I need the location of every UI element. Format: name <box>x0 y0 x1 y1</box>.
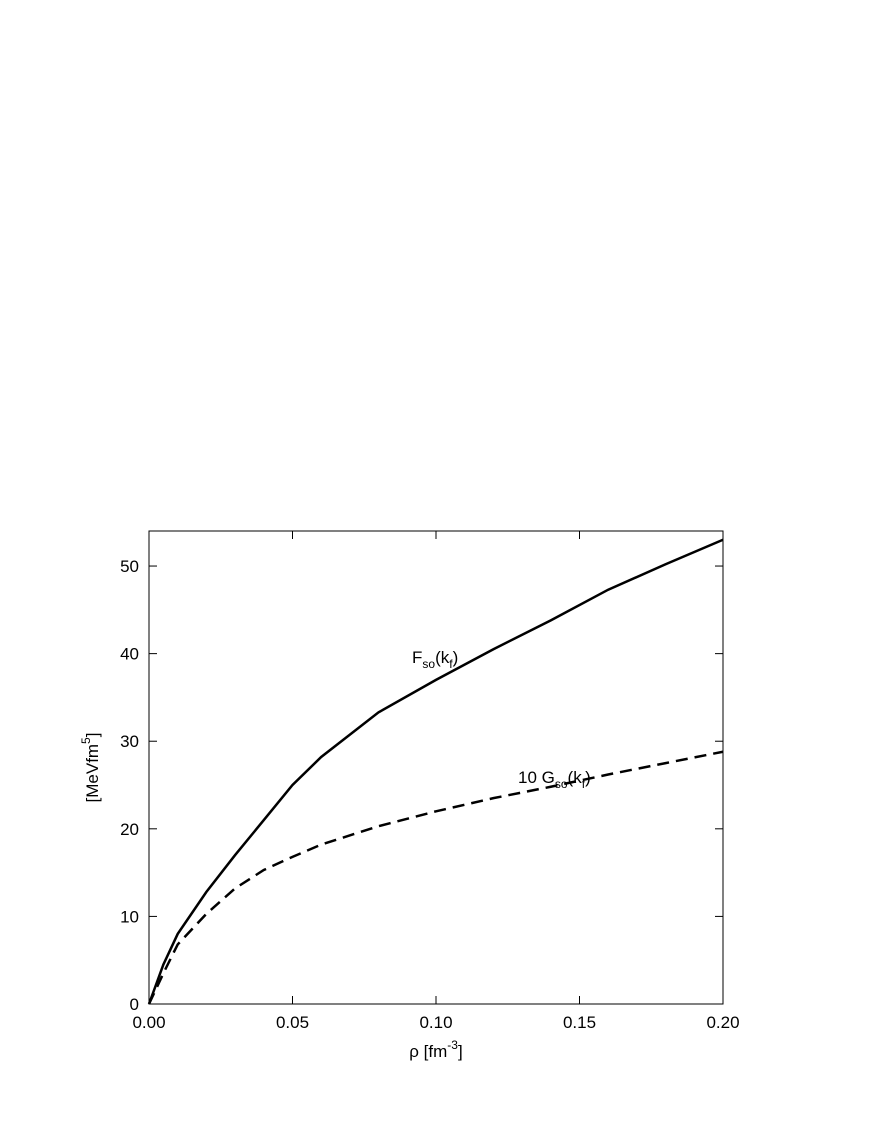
series-label: 10 Gso(kf) <box>518 768 591 791</box>
series-label-part: 10 G <box>518 768 555 787</box>
series-label-part: (k <box>435 648 450 667</box>
x-axis-label-part: ] <box>458 1042 463 1061</box>
x-tick-label: 0.00 <box>132 1013 165 1032</box>
x-axis-label-part: ρ [fm <box>409 1042 447 1061</box>
series-label-part: (k <box>568 768 583 787</box>
series-label-part: F <box>412 648 422 667</box>
y-tick-label: 0 <box>130 995 139 1014</box>
y-axis-label-part: [MeVfm <box>83 744 102 803</box>
x-tick-label: 0.05 <box>276 1013 309 1032</box>
series-label-part: ) <box>585 768 591 787</box>
series-label-part: so <box>555 777 568 791</box>
x-axis-label-part: -3 <box>447 1038 458 1052</box>
y-tick-label: 50 <box>120 557 139 576</box>
series-label-part: ) <box>453 648 459 667</box>
series-line <box>147 538 724 1005</box>
x-tick-label: 0.15 <box>563 1013 596 1032</box>
series-label-part: so <box>422 657 435 671</box>
y-tick-label: 10 <box>120 907 139 926</box>
series-line <box>147 750 724 1005</box>
plot-frame <box>148 530 724 1005</box>
y-axis-label-part: 5 <box>79 737 93 744</box>
series-label-part: f <box>449 657 453 671</box>
y-tick-label: 40 <box>120 645 139 664</box>
series-label-part: f <box>582 777 586 791</box>
x-tick-label: 0.20 <box>706 1013 739 1032</box>
y-axis-label-part: ] <box>83 733 102 738</box>
x-tick-label: 0.10 <box>419 1013 452 1032</box>
y-tick-label: 20 <box>120 820 139 839</box>
x-axis-label: ρ [fm-3] <box>409 1038 462 1061</box>
series-label: Fso(kf) <box>412 648 458 671</box>
y-axis-label: [MeVfm5] <box>79 733 102 803</box>
y-tick-label: 30 <box>120 732 139 751</box>
